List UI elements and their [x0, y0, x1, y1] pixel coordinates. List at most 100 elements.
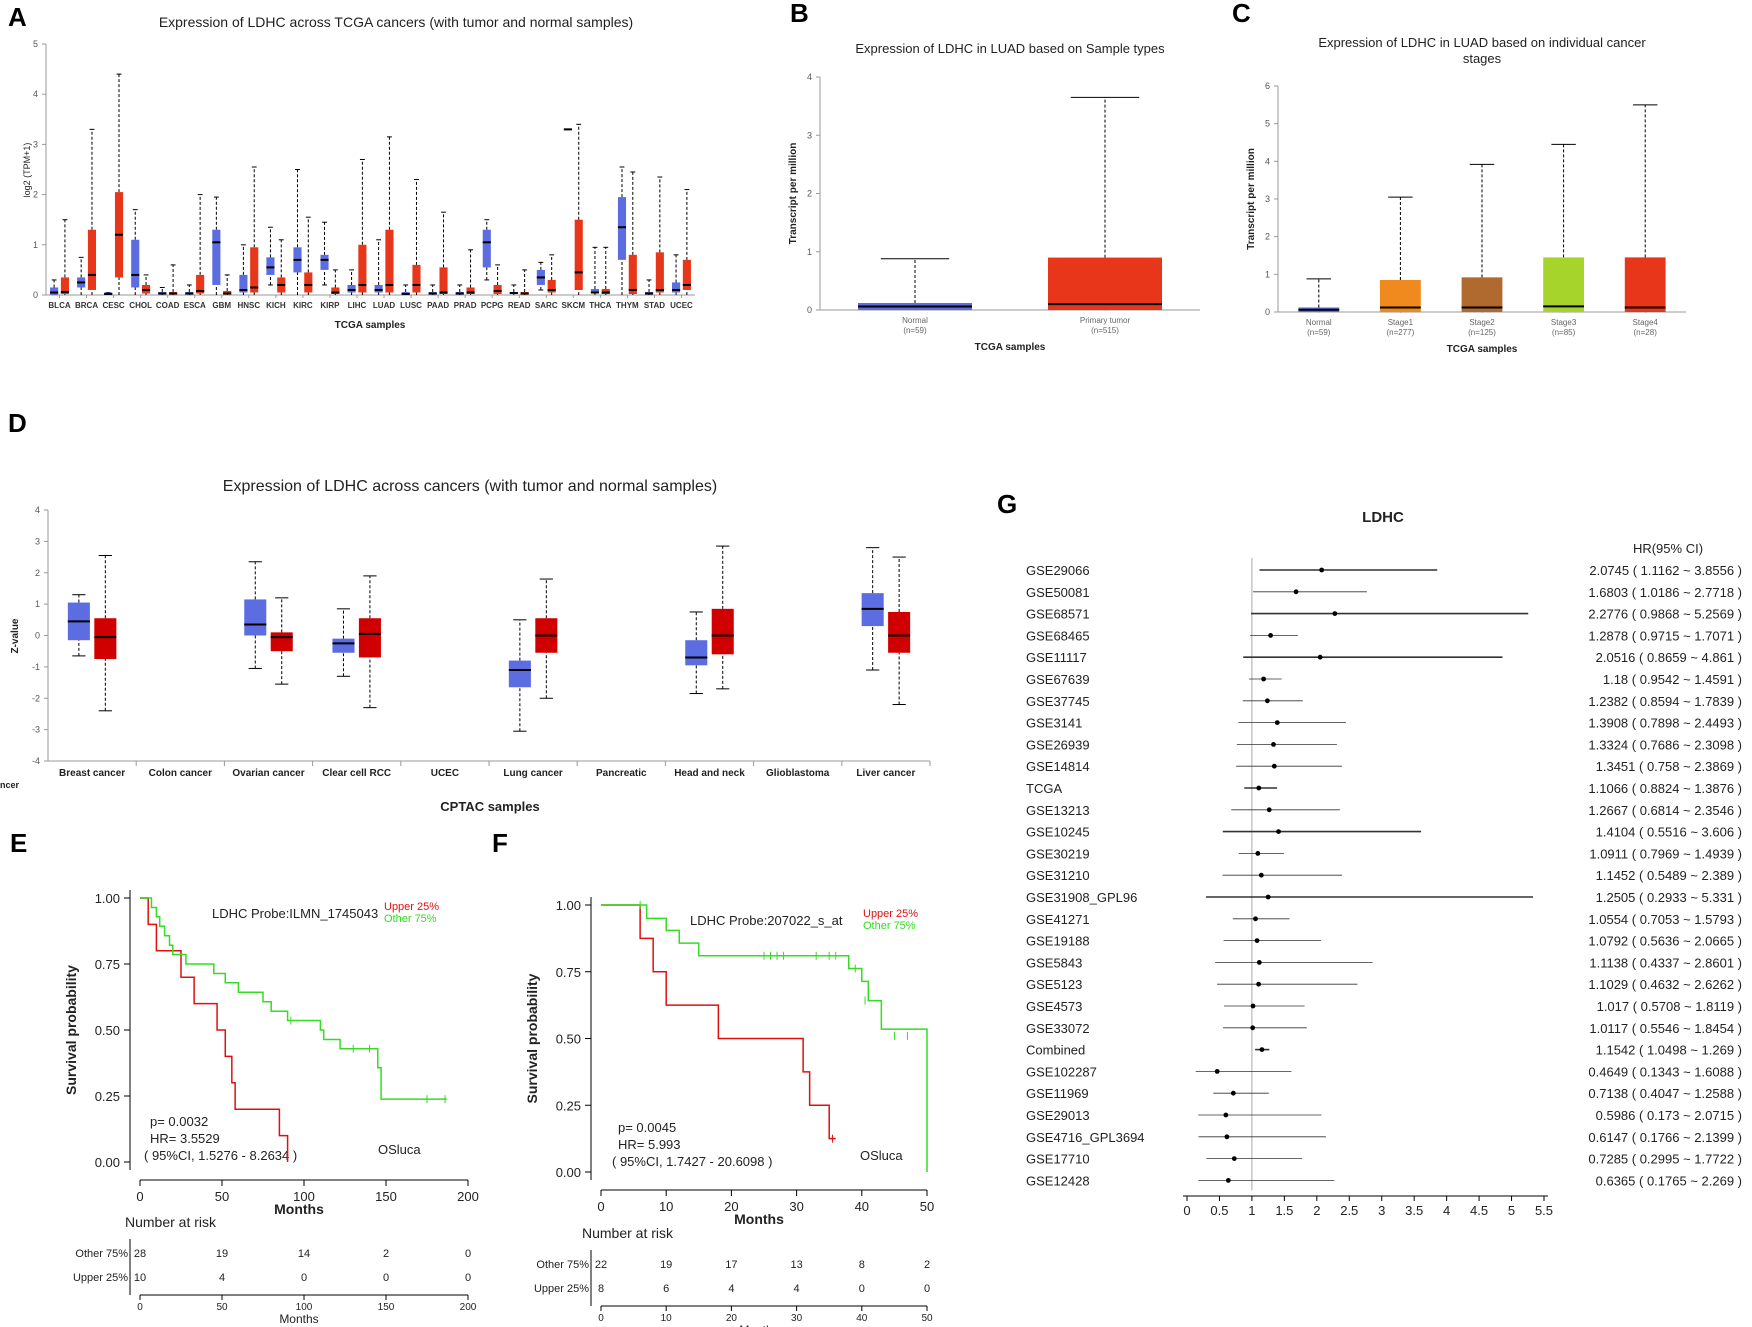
panel-g-study-name: GSE29013: [1026, 1108, 1090, 1123]
panel-b-y-tick-label: 2: [807, 189, 812, 199]
panel-f-risk-x-label: Months: [739, 1323, 778, 1327]
panel-a-x-tick-label: UCEC: [670, 301, 693, 310]
panel-d-y-tick-label: -1: [32, 662, 40, 672]
panel-f-legend-upper: Upper 25%: [863, 908, 918, 920]
panel-a-ucec-normal-box: [672, 282, 681, 293]
panel-d-x-tick-label: Lung cancer: [503, 768, 563, 779]
panel-f-risk-value: 8: [859, 1259, 865, 1271]
panel-label-c: C: [1232, 0, 1251, 28]
panel-a-x-tick-label: GBM: [212, 301, 231, 310]
panel-label-a: A: [8, 2, 27, 32]
panel-d-ovarian-cancer-tumor-box: [270, 632, 293, 652]
panel-g-hr-point: [1225, 1178, 1231, 1183]
panel-f-risk-value: 4: [794, 1283, 800, 1295]
panel-f-risk-value: 6: [663, 1283, 669, 1295]
panel-e-risk-x-tick-label: 200: [460, 1302, 477, 1313]
panel-a-x-tick-label: BRCA: [75, 301, 98, 310]
panel-e-cohort: OSluca: [378, 1142, 421, 1157]
panel-e-x-label: Months: [274, 1201, 324, 1217]
panel-a-kich-normal-box: [266, 257, 275, 275]
panel-a-x-tick-label: CHOL: [129, 301, 152, 310]
panel-g-hr-text: 1.1029 ( 0.4632 ~ 2.6262 ): [1588, 977, 1742, 992]
panel-f-x-tick-label: 0: [597, 1199, 604, 1214]
panel-a-lihc-tumor-box: [358, 244, 367, 293]
panel-c-title-line: stages: [1463, 51, 1502, 66]
panel-d-x-tick-label: Ovarian cancer: [232, 768, 304, 779]
panel-f-curve-upper: [601, 904, 836, 1140]
panel-e-probe-label: LDHC Probe:ILMN_1745043: [212, 906, 378, 921]
panel-c-y-tick-label: 2: [1265, 232, 1270, 242]
panel-e-risk-x-tick-label: 0: [137, 1302, 143, 1313]
panel-c-x-tick-n: (n=85): [1552, 328, 1576, 337]
panel-g-x-tick-label: 5: [1508, 1203, 1515, 1218]
panel-g-hr-text: 1.4104 ( 0.5516 ~ 3.606 ): [1596, 825, 1742, 840]
panel-g-hr-point: [1274, 720, 1280, 725]
panel-g-x-tick-label: 1.5: [1275, 1203, 1293, 1218]
panel-f-probe-label: LDHC Probe:207022_s_at: [690, 913, 843, 928]
panel-a-x-tick-label: READ: [508, 301, 531, 310]
panel-g-hr-point: [1253, 916, 1258, 922]
panel-a-y-tick-label: 5: [33, 39, 38, 49]
panel-f-x-label: Months: [734, 1211, 784, 1227]
panel-d-x-tick-label: Glioblastoma: [766, 768, 830, 779]
panel-g-hr-point: [1230, 1090, 1236, 1096]
panel-a-x-tick-label: PRAD: [454, 301, 477, 310]
panel-g-hr-point: [1268, 633, 1273, 638]
panel-g-study-name: GSE11969: [1026, 1086, 1089, 1101]
panel-f-risk-value: 8: [598, 1283, 604, 1295]
panel-g-study-name: GSE17710: [1026, 1152, 1090, 1167]
panel-g-hr-point: [1256, 960, 1262, 965]
panel-e-risk-title: Number at risk: [125, 1214, 217, 1230]
panel-e-y-label: Survival probability: [63, 965, 79, 1095]
panel-d-y-label: Z-value: [10, 618, 21, 653]
panel-g-study-name: GSE3141: [1026, 716, 1082, 731]
panel-e-risk-row-label: Other 75%: [75, 1248, 128, 1260]
panel-e-stat: p= 0.0032: [150, 1114, 208, 1129]
panel-a-x-label: TCGA samples: [335, 320, 406, 331]
panel-g-hr-text: 1.3324 ( 0.7686 ~ 2.3098 ): [1588, 737, 1742, 752]
panel-g-hr-point: [1254, 938, 1260, 943]
panel-g-study-name: GSE30219: [1026, 846, 1090, 861]
panel-b-x-label: TCGA samples: [975, 342, 1046, 353]
panel-g-x-tick-label: 3: [1378, 1203, 1385, 1218]
panel-g-hr-text: 1.0911 ( 0.7969 ~ 1.4939 ): [1589, 846, 1742, 861]
panel-e-risk-value: 28: [134, 1248, 146, 1260]
panel-g-hr-point: [1256, 981, 1261, 987]
panel-d-x-tick-label: Clear cell RCC: [322, 768, 391, 779]
panel-f-y-tick-label: 0.00: [556, 1165, 581, 1180]
panel-e-km-plot: 0.000.250.500.751.000 50 100 150 200Survival…: [63, 890, 479, 1326]
panel-g-hr-point: [1266, 807, 1272, 813]
panel-a-y-tick-label: 3: [33, 139, 38, 149]
panel-b-title: Expression of LDHC in LUAD based on Samp…: [855, 41, 1165, 56]
panel-g-hr-point: [1293, 589, 1299, 595]
panel-f-risk-x-tick-label: 20: [726, 1313, 738, 1324]
panel-d-y-tick-label: 0: [35, 631, 40, 641]
panel-g-study-name: GSE11117: [1026, 650, 1087, 665]
panel-e-legend-upper: Upper 25%: [384, 901, 439, 913]
panel-g-x-tick-label: 1: [1248, 1203, 1255, 1218]
panel-g-study-name: GSE4573: [1026, 999, 1082, 1014]
panel-a-x-tick-label: THCA: [589, 301, 611, 310]
panel-f-y-tick-label: 0.50: [556, 1032, 581, 1047]
panel-g-hr-text: 1.3451 ( 0.758 ~ 2.3869 ): [1596, 759, 1742, 774]
panel-f-stat: p= 0.0045: [618, 1120, 676, 1135]
panel-a-lusc-tumor-box: [412, 264, 421, 293]
panel-c-x-tick-n: (n=125): [1468, 328, 1496, 337]
panel-f-legend-other: Other 75%: [863, 920, 916, 932]
panel-a-x-tick-label: CESC: [102, 301, 124, 310]
panel-g-hr-text: 0.7138 ( 0.4047 ~ 1.2588 ): [1588, 1086, 1742, 1101]
panel-a-x-tick-label: SARC: [535, 301, 558, 310]
panel-f-y-tick-label: 0.25: [556, 1098, 581, 1113]
panel-g-x-tick-label: 4: [1443, 1203, 1450, 1218]
panel-a-blca-normal-box: [50, 287, 59, 295]
panel-e-y-tick-label: 0.25: [95, 1089, 120, 1104]
panel-e-risk-value: 0: [465, 1272, 471, 1284]
panel-a-kirp-tumor-box: [331, 287, 340, 294]
panel-a-thca-tumor-box: [601, 288, 610, 294]
panel-e-y-tick-label: 0.50: [95, 1023, 120, 1038]
panel-g-hr-point: [1276, 829, 1281, 834]
panel-g-hr-text: 1.2505 ( 0.2933 ~ 5.331 ): [1596, 890, 1742, 905]
panel-e-risk-x-tick-label: 100: [296, 1302, 313, 1313]
panel-f-x-tick-label: 10: [659, 1199, 673, 1214]
panel-b-x-tick-label: Normal: [902, 316, 928, 325]
